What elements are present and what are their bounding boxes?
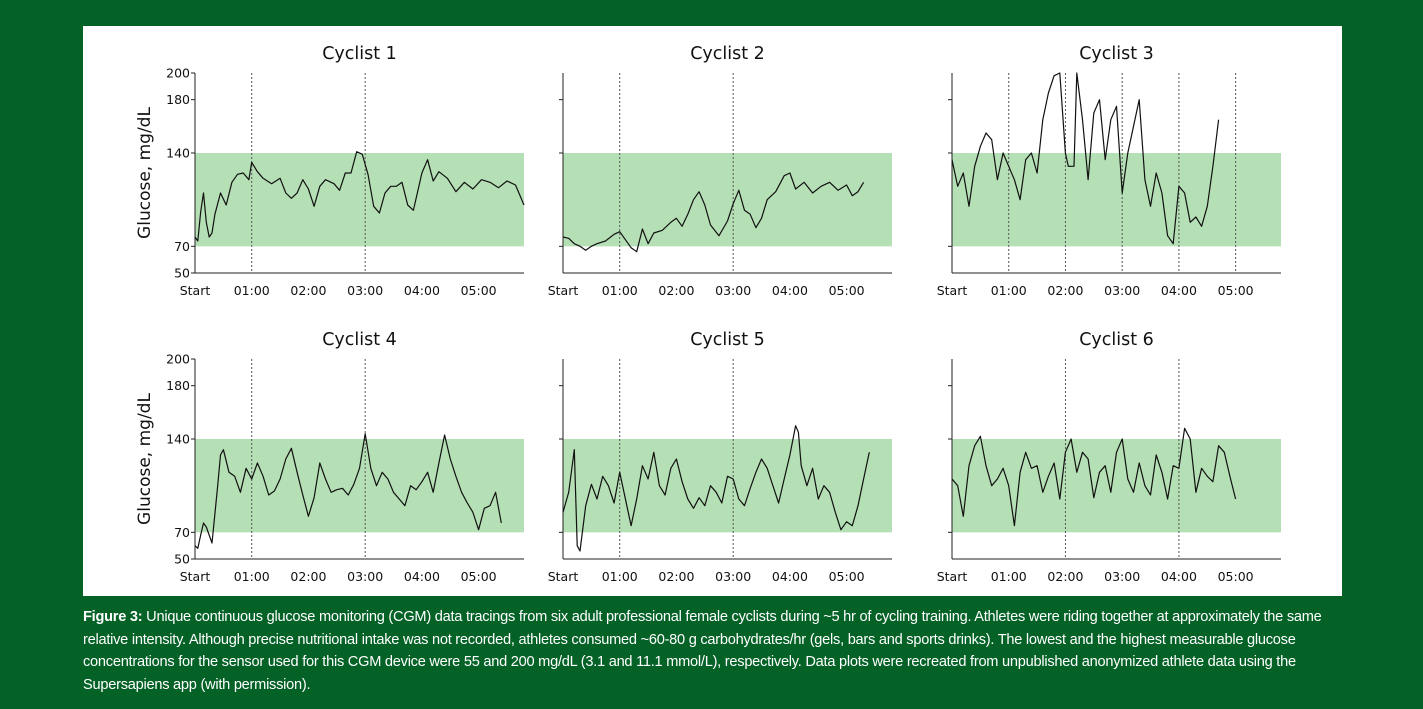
glucose-trace-line: [951, 427, 1237, 527]
x-tick-label: 05:00: [1218, 569, 1254, 584]
y-tick-label: 140: [166, 432, 190, 447]
x-tick-label: 05:00: [829, 283, 865, 298]
chart-title: Cyclist 2: [690, 44, 765, 64]
y-tick-label: 200: [166, 352, 190, 367]
x-tick-label: 03:00: [1104, 283, 1140, 298]
y-tick-label: 70: [174, 525, 190, 540]
x-tick-label: 05:00: [461, 283, 497, 298]
chart-1: 50 70 140 180 200 Start 01:00 02:00 03:00 04:00 05…: [135, 44, 525, 298]
x-tick-label: 04:00: [772, 569, 808, 584]
y-tick-label: 50: [174, 552, 190, 567]
x-tick-label: 02:00: [290, 283, 326, 298]
glucose-trace-line: [562, 172, 865, 253]
x-tick-label: 02:00: [1047, 569, 1083, 584]
chart-title: Cyclist 5: [690, 330, 765, 350]
x-tick-label: 01:00: [602, 569, 638, 584]
glucose-trace-line: [194, 151, 525, 242]
x-tick-label: 05:00: [829, 569, 865, 584]
x-tick-label: 03:00: [347, 569, 383, 584]
x-tick-label: 02:00: [658, 569, 694, 584]
chart-3: Start 01:00 02:00 03:00 04:00 05:00 Cyclist 3: [937, 44, 1281, 298]
x-tick-label: 03:00: [715, 283, 751, 298]
y-axis-label: Glucose, mg/dL: [135, 107, 155, 239]
x-tick-label: 04:00: [1161, 283, 1197, 298]
x-tick-label: 04:00: [772, 283, 808, 298]
chart-title: Cyclist 1: [322, 44, 397, 64]
x-tick-label: 05:00: [1218, 283, 1254, 298]
x-tick-label: 02:00: [1047, 283, 1083, 298]
x-tick-label: 04:00: [404, 283, 440, 298]
target-range-band: [563, 153, 892, 247]
x-tick-label: Start: [180, 569, 211, 584]
x-tick-label: 02:00: [658, 283, 694, 298]
x-tick-label: Start: [180, 283, 211, 298]
x-tick-label: 05:00: [461, 569, 497, 584]
glucose-trace-line: [562, 425, 870, 552]
x-tick-label: 02:00: [290, 569, 326, 584]
x-tick-label: 01:00: [991, 283, 1027, 298]
chart-2: Start 01:00 02:00 03:00 04:00 05:00 Cyclist 2: [548, 44, 892, 298]
chart-grid: 50 70 140 180 200 Start 01:00 02:00 03:00 04:00 05…: [135, 44, 1281, 584]
y-tick-label: 180: [166, 378, 190, 393]
chart-4: 50 70 140 180 200 Start 01:00 02:00 03:00 04:00 05…: [135, 330, 524, 584]
target-range-band: [563, 439, 892, 533]
glucose-trace-line: [194, 433, 502, 549]
y-tick-label: 180: [166, 92, 190, 107]
x-tick-label: Start: [548, 569, 579, 584]
x-tick-label: 04:00: [404, 569, 440, 584]
caption-label: Figure 3:: [83, 609, 143, 625]
y-tick-label: 50: [174, 266, 190, 281]
x-tick-label: 04:00: [1161, 569, 1197, 584]
chart-5: Start 01:00 02:00 03:00 04:00 05:00 Cyclist 5: [548, 330, 892, 584]
figure-panel: 50 70 140 180 200 Start 01:00 02:00 03:00 04:00 05…: [83, 26, 1342, 596]
x-tick-label: 03:00: [1104, 569, 1140, 584]
target-range-band: [195, 153, 524, 247]
y-axis-label: Glucose, mg/dL: [135, 393, 155, 525]
x-tick-label: 03:00: [347, 283, 383, 298]
target-range-band: [195, 439, 524, 533]
x-tick-label: Start: [937, 569, 968, 584]
x-tick-label: 01:00: [602, 283, 638, 298]
x-tick-label: 01:00: [234, 569, 270, 584]
chart-title: Cyclist 3: [1079, 44, 1154, 64]
caption-text: Unique continuous glucose monitoring (CG…: [83, 609, 1322, 693]
figure-caption: Figure 3: Unique continuous glucose moni…: [83, 606, 1341, 696]
x-tick-label: 01:00: [991, 569, 1027, 584]
glucose-trace-line: [951, 72, 1220, 245]
y-tick-label: 200: [166, 66, 190, 81]
target-range-band: [952, 153, 1281, 247]
x-tick-label: Start: [548, 283, 579, 298]
y-tick-label: 140: [166, 146, 190, 161]
x-tick-label: 01:00: [234, 283, 270, 298]
chart-title: Cyclist 6: [1079, 330, 1154, 350]
chart-6: Start 01:00 02:00 03:00 04:00 05:00 Cyclist 6: [937, 330, 1281, 584]
x-tick-label: 03:00: [715, 569, 751, 584]
x-tick-label: Start: [937, 283, 968, 298]
y-tick-label: 70: [174, 239, 190, 254]
chart-title: Cyclist 4: [322, 330, 397, 350]
